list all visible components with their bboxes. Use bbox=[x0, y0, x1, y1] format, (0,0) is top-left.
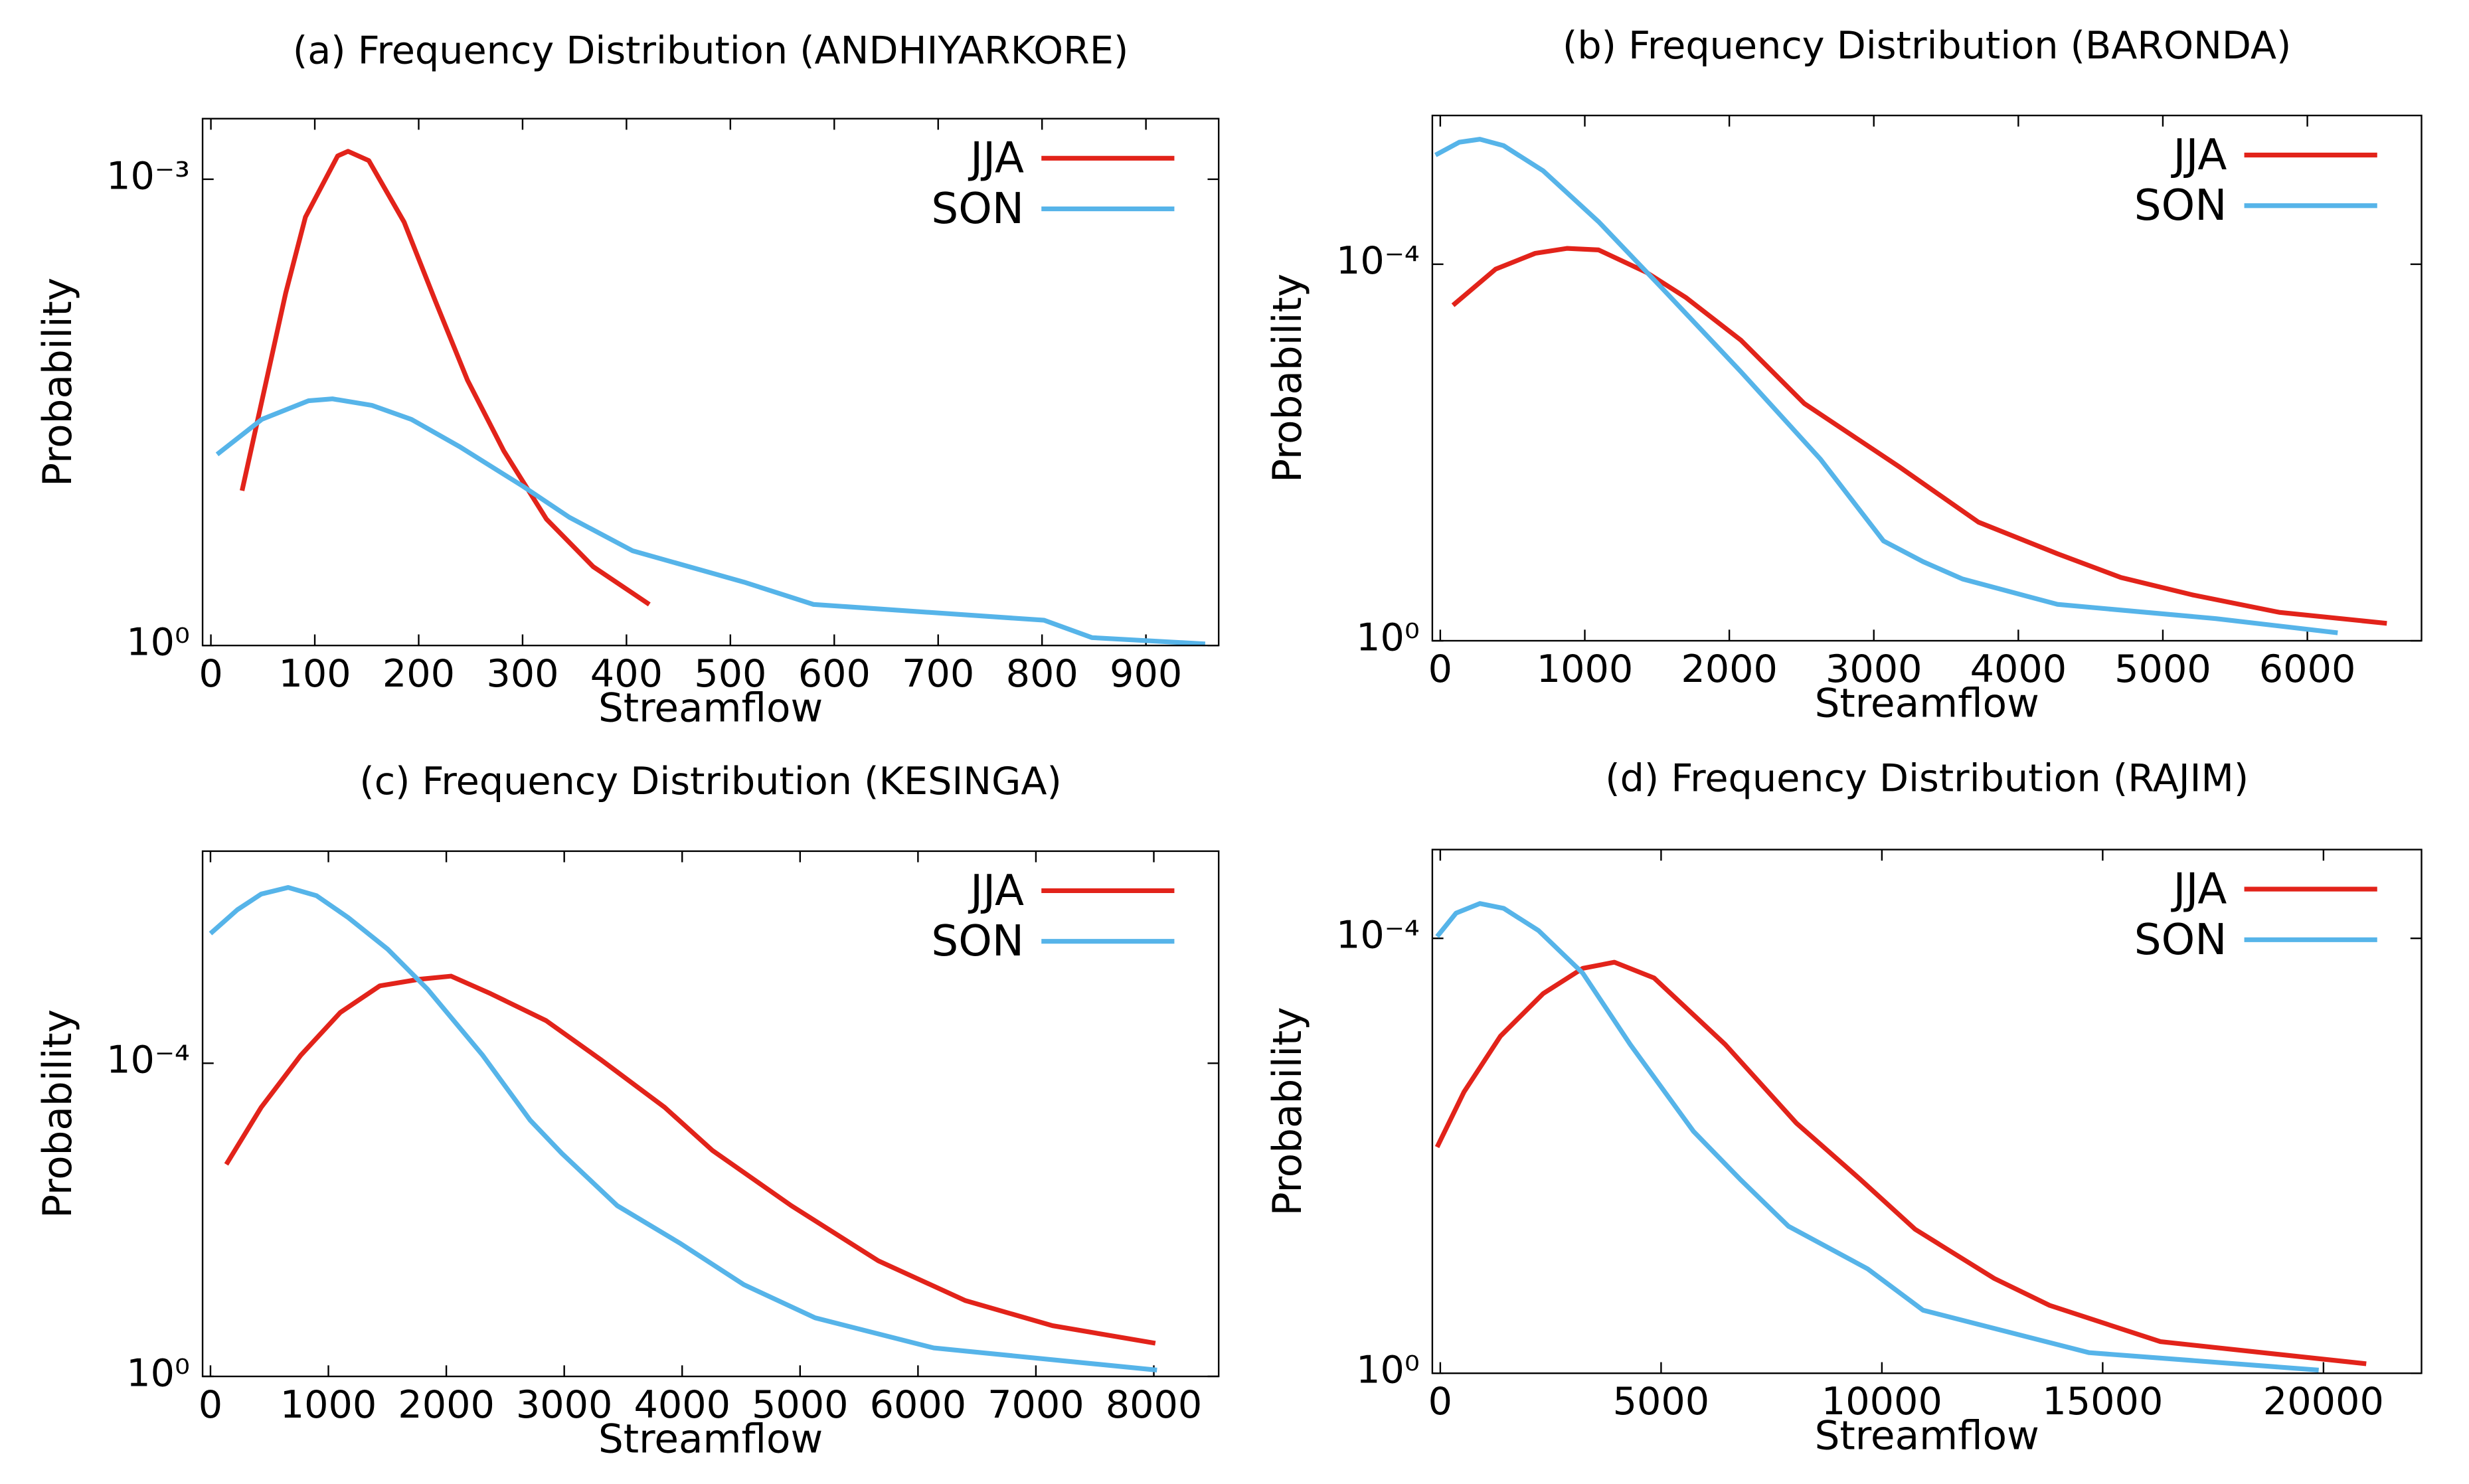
x-tick-label: 600 bbox=[798, 652, 871, 696]
y-tick-label: 10⁰ bbox=[1356, 1349, 1420, 1392]
x-tick-label: 0 bbox=[1428, 1380, 1452, 1424]
series-line bbox=[240, 149, 651, 607]
x-tick-label: 2000 bbox=[398, 1383, 495, 1427]
y-tick-label: 10⁻⁴ bbox=[1336, 913, 1420, 957]
x-tick-label: 10000 bbox=[1822, 1380, 1942, 1424]
plot-frame bbox=[201, 118, 1220, 647]
x-tick-label: 300 bbox=[486, 652, 558, 696]
x-tick-label: 3000 bbox=[516, 1383, 613, 1427]
x-tick-label: 3000 bbox=[1826, 647, 1922, 691]
x-axis-label: Streamflow bbox=[598, 686, 823, 732]
x-axis-label: Streamflow bbox=[1815, 681, 2039, 726]
plot-frame bbox=[201, 850, 1220, 1378]
legend-label: JJA bbox=[2171, 130, 2227, 180]
y-axis-label: Probability bbox=[35, 1009, 81, 1218]
x-tick-label: 5000 bbox=[2114, 647, 2211, 691]
chart-title: (b) Frequency Distribution (BARONDA) bbox=[1563, 24, 2291, 68]
y-axis-label: Probability bbox=[1265, 274, 1311, 483]
y-tick-label: 10⁻⁴ bbox=[1336, 239, 1420, 283]
x-tick-label: 20000 bbox=[2263, 1380, 2384, 1424]
y-tick-label: 10⁻³ bbox=[106, 154, 190, 198]
x-tick-label: 8000 bbox=[1106, 1383, 1203, 1427]
y-tick-label: 10⁰ bbox=[1356, 616, 1420, 659]
x-tick-label: 900 bbox=[1110, 652, 1182, 696]
series-line bbox=[224, 973, 1156, 1346]
x-tick-label: 6000 bbox=[2259, 647, 2356, 691]
x-tick-label: 0 bbox=[1428, 647, 1452, 691]
x-tick-label: 500 bbox=[694, 652, 766, 696]
x-tick-label: 6000 bbox=[870, 1383, 967, 1427]
legend-label: JJA bbox=[968, 866, 1024, 916]
legend-label: SON bbox=[931, 916, 1024, 966]
x-tick-label: 2000 bbox=[1681, 647, 1778, 691]
legend-label: JJA bbox=[2171, 865, 2227, 914]
series-line bbox=[215, 396, 1206, 647]
series-line bbox=[1435, 901, 2319, 1372]
x-tick-label: 5000 bbox=[1613, 1380, 1710, 1424]
series-line bbox=[1434, 137, 2338, 635]
x-tick-label: 15000 bbox=[2042, 1380, 2163, 1424]
series-line bbox=[1434, 959, 2367, 1366]
legend-label: SON bbox=[2134, 181, 2227, 230]
y-tick-label: 10⁰ bbox=[126, 1351, 190, 1395]
chart-title: (c) Frequency Distribution (KESINGA) bbox=[359, 760, 1061, 803]
x-tick-label: 7000 bbox=[987, 1383, 1084, 1427]
x-tick-label: 700 bbox=[902, 652, 974, 696]
x-tick-label: 0 bbox=[199, 1383, 222, 1427]
y-tick-label: 10⁻⁴ bbox=[106, 1038, 190, 1082]
x-tick-label: 0 bbox=[199, 652, 222, 696]
x-tick-label: 5000 bbox=[752, 1383, 849, 1427]
legend-label: JJA bbox=[968, 133, 1024, 183]
y-axis-label: Probability bbox=[1265, 1007, 1311, 1216]
x-tick-label: 800 bbox=[1006, 652, 1078, 696]
legend-label: SON bbox=[931, 184, 1024, 234]
plot-frame bbox=[1431, 114, 2423, 642]
x-tick-label: 4000 bbox=[1970, 647, 2067, 691]
x-axis-label: Streamflow bbox=[1815, 1414, 2039, 1459]
series-line bbox=[209, 885, 1157, 1373]
x-axis-label: Streamflow bbox=[598, 1416, 823, 1462]
x-tick-label: 100 bbox=[278, 652, 351, 696]
x-tick-label: 1000 bbox=[280, 1383, 377, 1427]
y-axis-label: Probability bbox=[35, 278, 81, 487]
x-tick-label: 1000 bbox=[1537, 647, 1634, 691]
x-tick-label: 400 bbox=[590, 652, 663, 696]
chart-title: (d) Frequency Distribution (RAJIM) bbox=[1605, 756, 2249, 800]
x-tick-label: 4000 bbox=[634, 1383, 730, 1427]
y-tick-label: 10⁰ bbox=[126, 620, 190, 664]
chart-title: (a) Frequency Distribution (ANDHIYARKORE… bbox=[293, 29, 1128, 72]
series-line bbox=[1451, 246, 2387, 626]
x-tick-label: 200 bbox=[383, 652, 455, 696]
plot-frame bbox=[1431, 849, 2423, 1374]
legend-label: SON bbox=[2134, 915, 2227, 965]
